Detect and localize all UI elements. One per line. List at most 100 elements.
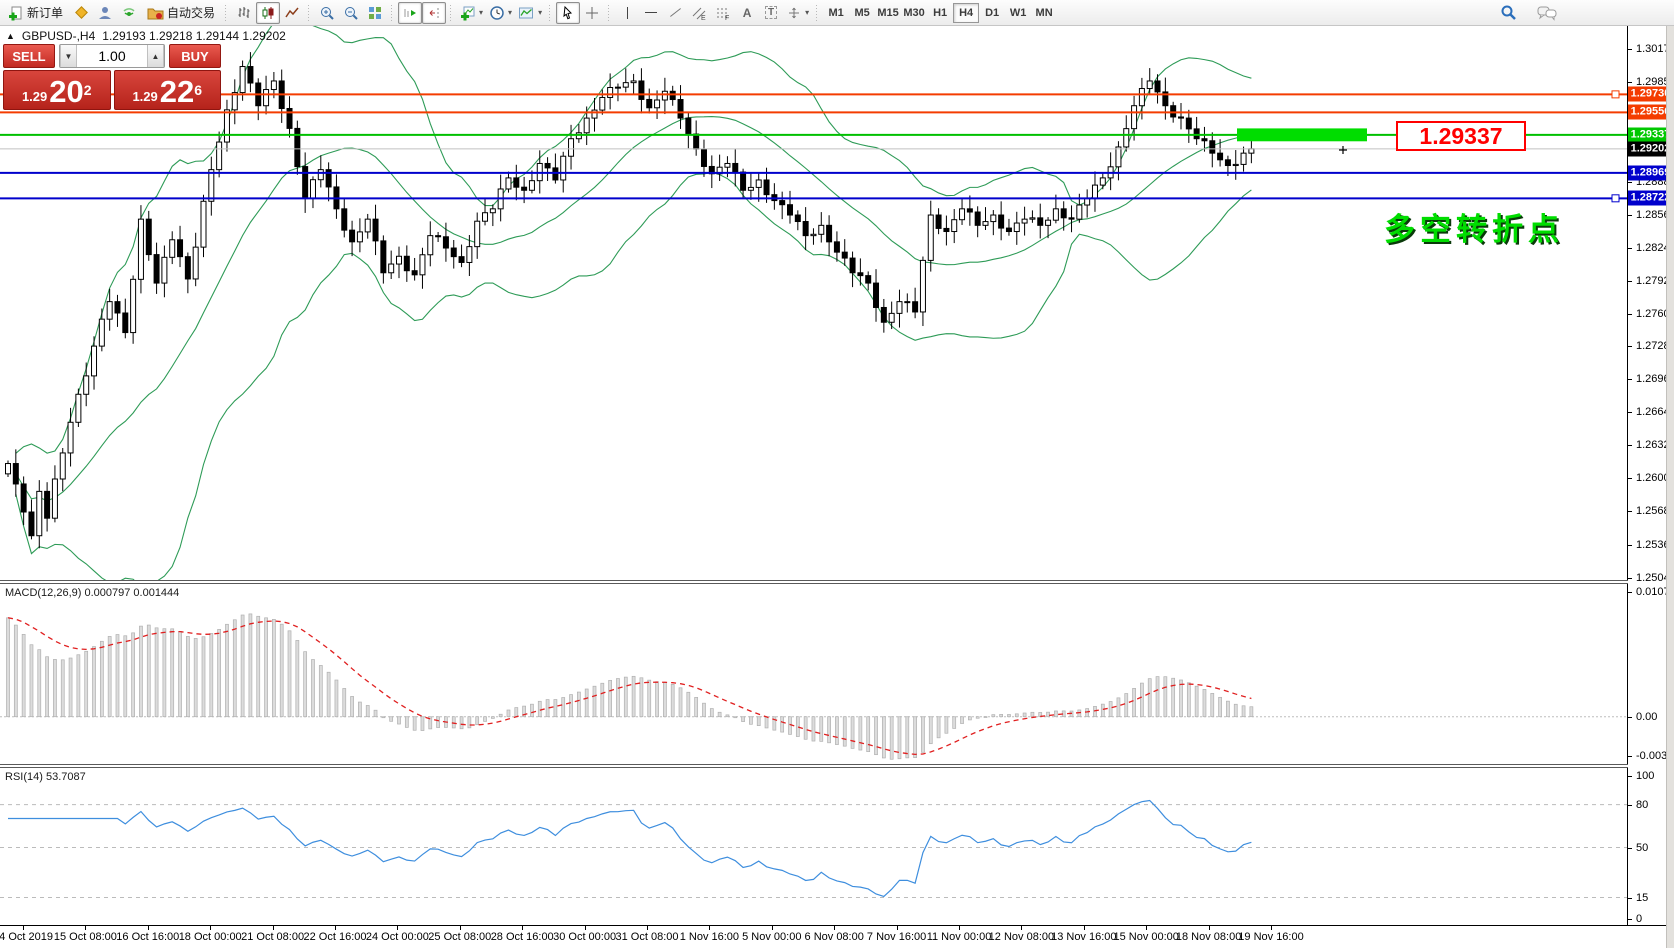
time-axis-label: 16 Oct 16:00 xyxy=(116,931,179,943)
time-tick-mark xyxy=(772,926,773,930)
line-drag-handle[interactable] xyxy=(1612,195,1619,202)
macd-axis-label: 0.00 xyxy=(1636,711,1657,723)
toolbar-grip xyxy=(448,5,453,21)
navigator-button[interactable] xyxy=(93,2,117,24)
timeframe-button-mn[interactable]: MN xyxy=(1031,3,1057,23)
one-click-collapse-arrow[interactable]: ▲ xyxy=(6,31,15,41)
toolbar-grip xyxy=(389,5,394,21)
line-chart-button[interactable] xyxy=(280,2,304,24)
buy-price-display[interactable]: 1.29 22 6 xyxy=(114,70,222,110)
horizontal-line-tool-button[interactable] xyxy=(639,2,663,24)
macd-panel[interactable]: MACD(12,26,9) 0.000797 0.001444 xyxy=(0,584,1628,764)
cursor-icon xyxy=(560,5,576,21)
volume-decrease-button[interactable]: ▼ xyxy=(60,45,77,67)
time-tick-mark xyxy=(959,926,960,930)
timeframe-button-w1[interactable]: W1 xyxy=(1005,3,1031,23)
crosshair-tool-button[interactable] xyxy=(580,2,604,24)
autotrade-button[interactable]: 自动交易 xyxy=(141,2,221,24)
highlight-rectangle-object[interactable] xyxy=(1237,128,1367,141)
time-axis-label: 28 Oct 16:00 xyxy=(491,931,554,943)
dropdown-arrow-icon: ▾ xyxy=(538,8,542,17)
signals-button[interactable] xyxy=(117,2,141,24)
price-tick-mark xyxy=(1628,412,1632,413)
search-button[interactable] xyxy=(1496,2,1520,24)
buy-price-big: 22 xyxy=(160,79,194,105)
shapes-tool-button[interactable]: ▾ xyxy=(783,2,812,24)
toolbar-grip xyxy=(606,5,611,21)
tile-windows-button[interactable] xyxy=(363,2,387,24)
sell-price-display[interactable]: 1.29 20 2 xyxy=(3,70,111,110)
candlestick-chart-button[interactable] xyxy=(256,2,280,24)
ohlc-values: 1.29193 1.29218 1.29144 1.29202 xyxy=(102,29,286,43)
timeframe-button-m1[interactable]: M1 xyxy=(823,3,849,23)
text-tool-icon: A xyxy=(743,6,752,20)
profiles-button[interactable]: ▾ xyxy=(486,2,515,24)
auto-scroll-button[interactable] xyxy=(398,2,422,24)
timeframe-button-m5[interactable]: M5 xyxy=(849,3,875,23)
rsi-tick-mark xyxy=(1628,848,1632,849)
market-watch-button[interactable] xyxy=(69,2,93,24)
main-chart-plot[interactable] xyxy=(0,26,1628,580)
price-tick-mark xyxy=(1628,49,1632,50)
zoom-in-button[interactable] xyxy=(315,2,339,24)
time-axis-label: 7 Nov 16:00 xyxy=(867,931,926,943)
text-label-tool-button[interactable]: T xyxy=(759,2,783,24)
toolbar-right-tools xyxy=(1496,2,1672,24)
price-tick-mark xyxy=(1628,346,1632,347)
new-chart-button[interactable]: ▾ xyxy=(457,2,486,24)
text-tool-button[interactable]: A xyxy=(735,2,759,24)
time-tick-mark xyxy=(647,926,648,930)
search-icon xyxy=(1500,4,1517,21)
vertical-line-tool-button[interactable] xyxy=(615,2,639,24)
volume-increase-button[interactable]: ▲ xyxy=(147,45,164,67)
zoom-out-button[interactable] xyxy=(339,2,363,24)
time-tick-mark xyxy=(1209,926,1210,930)
turning-point-annotation[interactable]: 多空转折点 xyxy=(1384,204,1564,249)
indicators-button[interactable]: ▾ xyxy=(515,2,545,24)
svg-text:F: F xyxy=(725,15,729,21)
price-tick-mark xyxy=(1628,478,1632,479)
bollinger-middle-band xyxy=(16,117,1252,501)
channel-tool-button[interactable]: E xyxy=(687,2,711,24)
equidistant-channel-icon: E xyxy=(691,5,707,21)
time-tick-mark xyxy=(585,926,586,930)
time-axis[interactable]: 14 Oct 201915 Oct 08:0016 Oct 16:0018 Oc… xyxy=(0,925,1666,948)
zoom-in-icon xyxy=(319,5,335,21)
toolbar-grip xyxy=(814,5,819,21)
macd-svg[interactable] xyxy=(0,584,1627,764)
navigator-person-icon xyxy=(97,5,113,21)
trendline-tool-button[interactable] xyxy=(663,2,687,24)
timeframe-button-d1[interactable]: D1 xyxy=(979,3,1005,23)
rsi-axis-label: 0 xyxy=(1636,913,1642,925)
timeframe-button-h4[interactable]: H4 xyxy=(953,3,979,23)
rsi-svg[interactable] xyxy=(0,768,1627,925)
time-axis-label: 6 Nov 08:00 xyxy=(805,931,864,943)
price-level-annotation[interactable]: 1.29337 xyxy=(1396,121,1526,151)
chart-shift-button[interactable] xyxy=(422,2,446,24)
price-chart-svg[interactable] xyxy=(0,26,1627,580)
community-button[interactable] xyxy=(1534,2,1560,24)
rsi-panel[interactable]: RSI(14) 53.7087 xyxy=(0,768,1628,925)
volume-input[interactable]: 1.00 xyxy=(77,45,147,67)
candlesticks xyxy=(6,52,1254,548)
autotrade-folder-icon xyxy=(147,5,164,21)
fibonacci-tool-button[interactable]: F xyxy=(711,2,735,24)
timeframe-button-m15[interactable]: M15 xyxy=(875,3,901,23)
time-tick-mark xyxy=(210,926,211,930)
new-order-button[interactable]: 新订单 xyxy=(2,2,69,24)
buy-button[interactable]: BUY xyxy=(169,44,221,68)
bar-chart-button[interactable] xyxy=(232,2,256,24)
timeframe-button-m30[interactable]: M30 xyxy=(901,3,927,23)
rsi-axis-label: 80 xyxy=(1636,799,1648,811)
time-axis-label: 24 Oct 00:00 xyxy=(366,931,429,943)
price-tick-mark xyxy=(1628,511,1632,512)
time-axis-label: 5 Nov 00:00 xyxy=(742,931,801,943)
candlestick-chart-icon xyxy=(260,5,276,21)
timeframe-button-h1[interactable]: H1 xyxy=(927,3,953,23)
sell-button[interactable]: SELL xyxy=(3,44,55,68)
cursor-tool-button[interactable] xyxy=(556,2,580,24)
macd-tick-mark xyxy=(1628,592,1632,593)
tile-windows-icon xyxy=(367,5,383,21)
indicators-icon xyxy=(518,5,535,21)
line-drag-handle[interactable] xyxy=(1612,91,1619,98)
